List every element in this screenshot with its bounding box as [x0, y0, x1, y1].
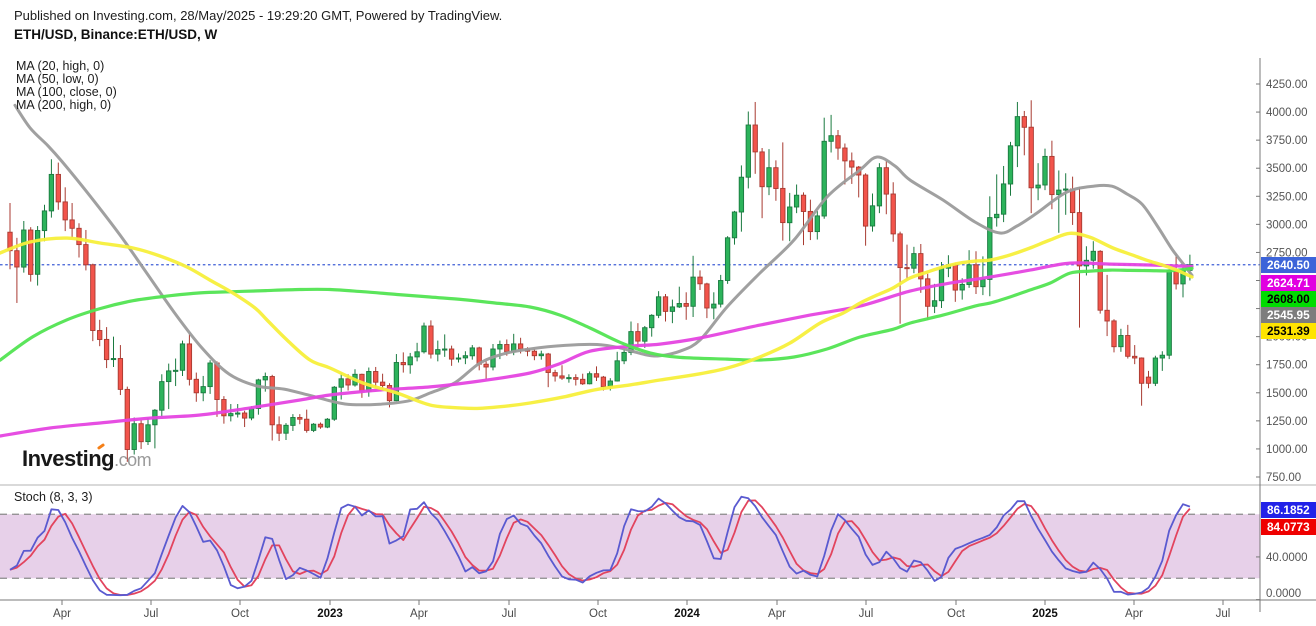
ma-line-50	[0, 231, 1194, 411]
svg-text:4250.00: 4250.00	[1266, 79, 1308, 91]
svg-text:2608.00: 2608.00	[1267, 292, 1310, 306]
svg-text:1250.00: 1250.00	[1266, 416, 1308, 428]
svg-text:2624.71: 2624.71	[1267, 276, 1310, 290]
svg-text:1000.00: 1000.00	[1266, 444, 1308, 456]
svg-text:3500.00: 3500.00	[1266, 163, 1308, 175]
svg-text:3000.00: 3000.00	[1266, 219, 1308, 231]
stoch-k-line	[9, 495, 1191, 597]
svg-text:1750.00: 1750.00	[1266, 360, 1308, 372]
logo-text-bold: Investing	[22, 446, 115, 471]
svg-text:Jul: Jul	[1216, 608, 1231, 620]
ma-legend: MA (20, high, 0) MA (50, low, 0) MA (100…	[16, 60, 117, 112]
svg-text:Apr: Apr	[1125, 608, 1143, 620]
svg-text:2750.00: 2750.00	[1266, 247, 1308, 259]
svg-text:3250.00: 3250.00	[1266, 191, 1308, 203]
svg-text:Jul: Jul	[144, 608, 159, 620]
svg-text:Oct: Oct	[231, 608, 250, 620]
ma-legend-item-100[interactable]: MA (100, close, 0)	[16, 85, 117, 99]
ma-line-20	[13, 103, 1194, 407]
svg-text:2025: 2025	[1032, 608, 1058, 620]
svg-text:Oct: Oct	[947, 608, 966, 620]
stoch-band	[0, 514, 1260, 579]
svg-text:750.00: 750.00	[1266, 472, 1301, 484]
ma-legend-item-20[interactable]: MA (20, high, 0)	[16, 59, 105, 73]
stoch-d-line	[9, 499, 1191, 596]
svg-text:2545.95: 2545.95	[1267, 308, 1310, 322]
svg-text:1500.00: 1500.00	[1266, 388, 1308, 400]
time-axis-labels[interactable]: Apr Jul Oct 2023 Apr Jul Oct 2024 Apr Jul Oct 2025 A…	[53, 600, 1230, 620]
svg-text:Jul: Jul	[502, 608, 517, 620]
symbol-title: ETH/USD, Binance:ETH/USD, W	[14, 27, 218, 42]
axis-value-flags: 2640.50 2624.71 2608.00 2545.95 2531.39 86.18…	[1261, 257, 1316, 535]
svg-text:3750.00: 3750.00	[1266, 135, 1308, 147]
stoch-tick-label: 40.0000	[1266, 552, 1308, 564]
ma-line-100	[0, 266, 1194, 362]
svg-text:Apr: Apr	[768, 608, 786, 620]
stoch-legend[interactable]: Stoch (8, 3, 3)	[14, 490, 93, 504]
svg-text:2531.39: 2531.39	[1267, 324, 1310, 338]
logo-text-light: .com	[114, 450, 152, 470]
svg-text:2023: 2023	[317, 608, 343, 620]
ma-legend-item-50[interactable]: MA (50, low, 0)	[16, 72, 99, 86]
svg-text:2640.50: 2640.50	[1267, 258, 1310, 272]
svg-text:Apr: Apr	[53, 608, 71, 620]
published-line: Published on Investing.com, 28/May/2025 …	[14, 8, 503, 23]
svg-text:Oct: Oct	[589, 608, 608, 620]
svg-text:84.0773: 84.0773	[1267, 520, 1310, 534]
svg-text:4000.00: 4000.00	[1266, 107, 1308, 119]
svg-text:86.1852: 86.1852	[1267, 503, 1310, 517]
candlesticks	[7, 100, 1193, 462]
svg-text:Apr: Apr	[410, 608, 428, 620]
stoch-tick-label: 0.0000	[1266, 588, 1301, 600]
ma-line-200	[0, 261, 1194, 438]
svg-text:Jul: Jul	[859, 608, 874, 620]
investing-watermark: Investing.com	[22, 442, 152, 472]
svg-text:2024: 2024	[674, 608, 700, 620]
ma-legend-item-200[interactable]: MA (200, high, 0)	[16, 98, 112, 112]
